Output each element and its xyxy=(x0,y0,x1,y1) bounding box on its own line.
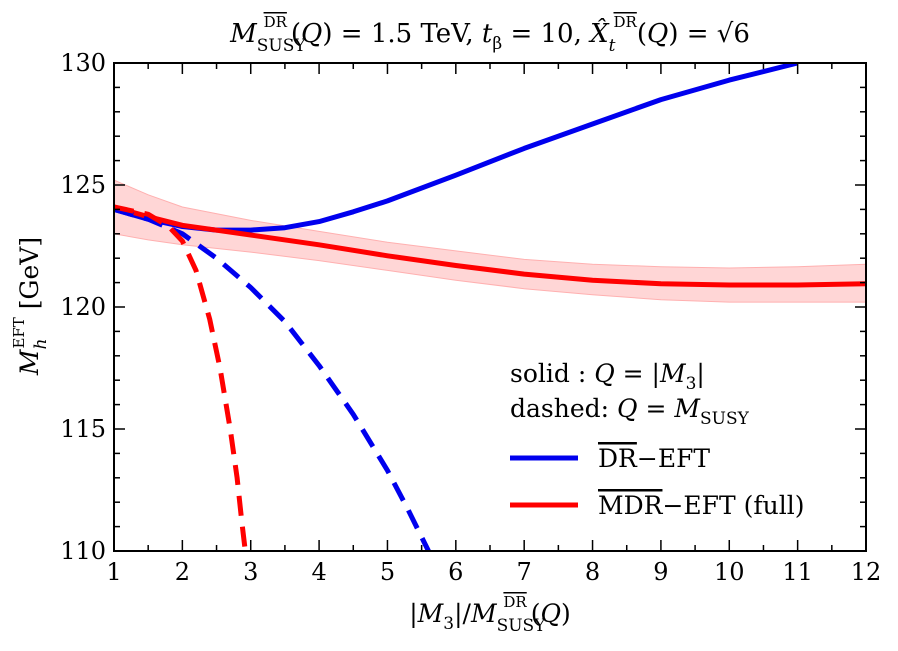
plot-frame xyxy=(113,62,867,552)
x-tick-label: 8 xyxy=(585,558,600,586)
x-tick-label: 1 xyxy=(106,558,121,586)
series-line-3 xyxy=(114,204,248,551)
x-tick-label: 12 xyxy=(851,558,882,586)
y-tick-label: 130 xyxy=(60,49,106,77)
chart-title: MSUSYDR (Q) = 1.5 TeV, tβ = 10, X̂tDR(Q) … xyxy=(229,13,750,56)
x-tick-label: 6 xyxy=(448,558,463,586)
x-tick-label: 9 xyxy=(653,558,668,586)
x-tick-label: 5 xyxy=(380,558,395,586)
x-tick-label: 7 xyxy=(517,558,532,586)
legend: DR−EFT MDR−EFT (full) xyxy=(510,444,805,520)
x-axis-label: |M3|/MSUSYDR (Q) xyxy=(409,593,571,636)
series-line-0 xyxy=(114,63,799,233)
y-tick-label: 125 xyxy=(60,171,106,199)
series-layer xyxy=(114,63,866,551)
x-tick-label: 3 xyxy=(243,558,258,586)
series-line-1 xyxy=(114,204,866,288)
x-tick-label: 2 xyxy=(175,558,190,586)
x-tick-label: 4 xyxy=(311,558,326,586)
y-tick-label: 120 xyxy=(60,293,106,321)
annotation-solid: solid : Q = |M3| xyxy=(510,359,705,394)
legend-label-mdr-eft: MDR−EFT (full) xyxy=(598,491,805,520)
y-tick-label: 110 xyxy=(60,537,106,565)
legend-label-dr-eft: DR−EFT xyxy=(598,444,710,473)
y-tick-label: 115 xyxy=(60,415,106,443)
series-line-2 xyxy=(114,206,431,551)
ticks-layer xyxy=(113,62,867,552)
annotation-dashed: dashed: Q = MSUSY xyxy=(510,394,750,429)
y-axis-label: MhEFT [GeV] xyxy=(10,237,51,376)
x-tick-label: 11 xyxy=(782,558,813,586)
x-tick-label: 10 xyxy=(714,558,745,586)
